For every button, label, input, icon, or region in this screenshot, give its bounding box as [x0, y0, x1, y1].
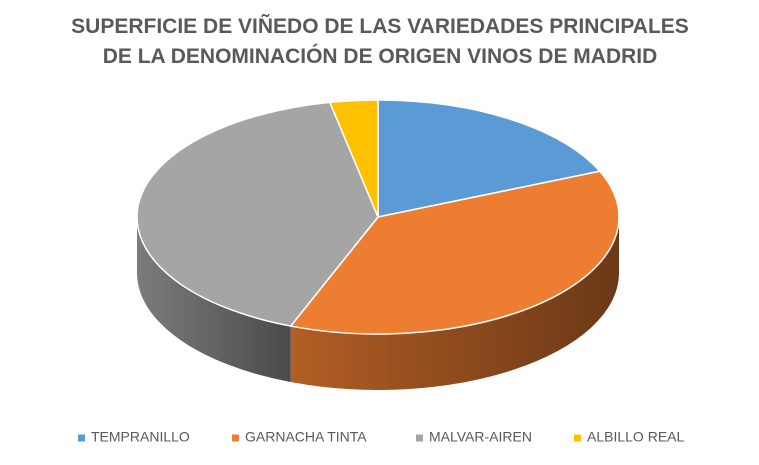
legend-label: TEMPRANILLO — [91, 429, 190, 445]
chart-title: SUPERFICIE DE VIÑEDO DE LAS VARIEDADES P… — [71, 15, 689, 68]
slice — [328, 99, 379, 218]
slice — [377, 99, 602, 218]
slice-side — [290, 217, 619, 390]
legend-swatch — [574, 434, 581, 442]
legend-swatch — [416, 434, 423, 442]
legend-swatch — [78, 434, 85, 442]
slice — [136, 101, 379, 327]
legend-label: GARNACHA TINTA — [245, 429, 367, 445]
slice-side — [137, 217, 291, 383]
legend-label: ALBILLO REAL — [587, 429, 684, 445]
legend-swatch — [232, 434, 239, 442]
legend-label: MALVAR-AIREN — [429, 429, 532, 445]
slice — [289, 170, 620, 335]
